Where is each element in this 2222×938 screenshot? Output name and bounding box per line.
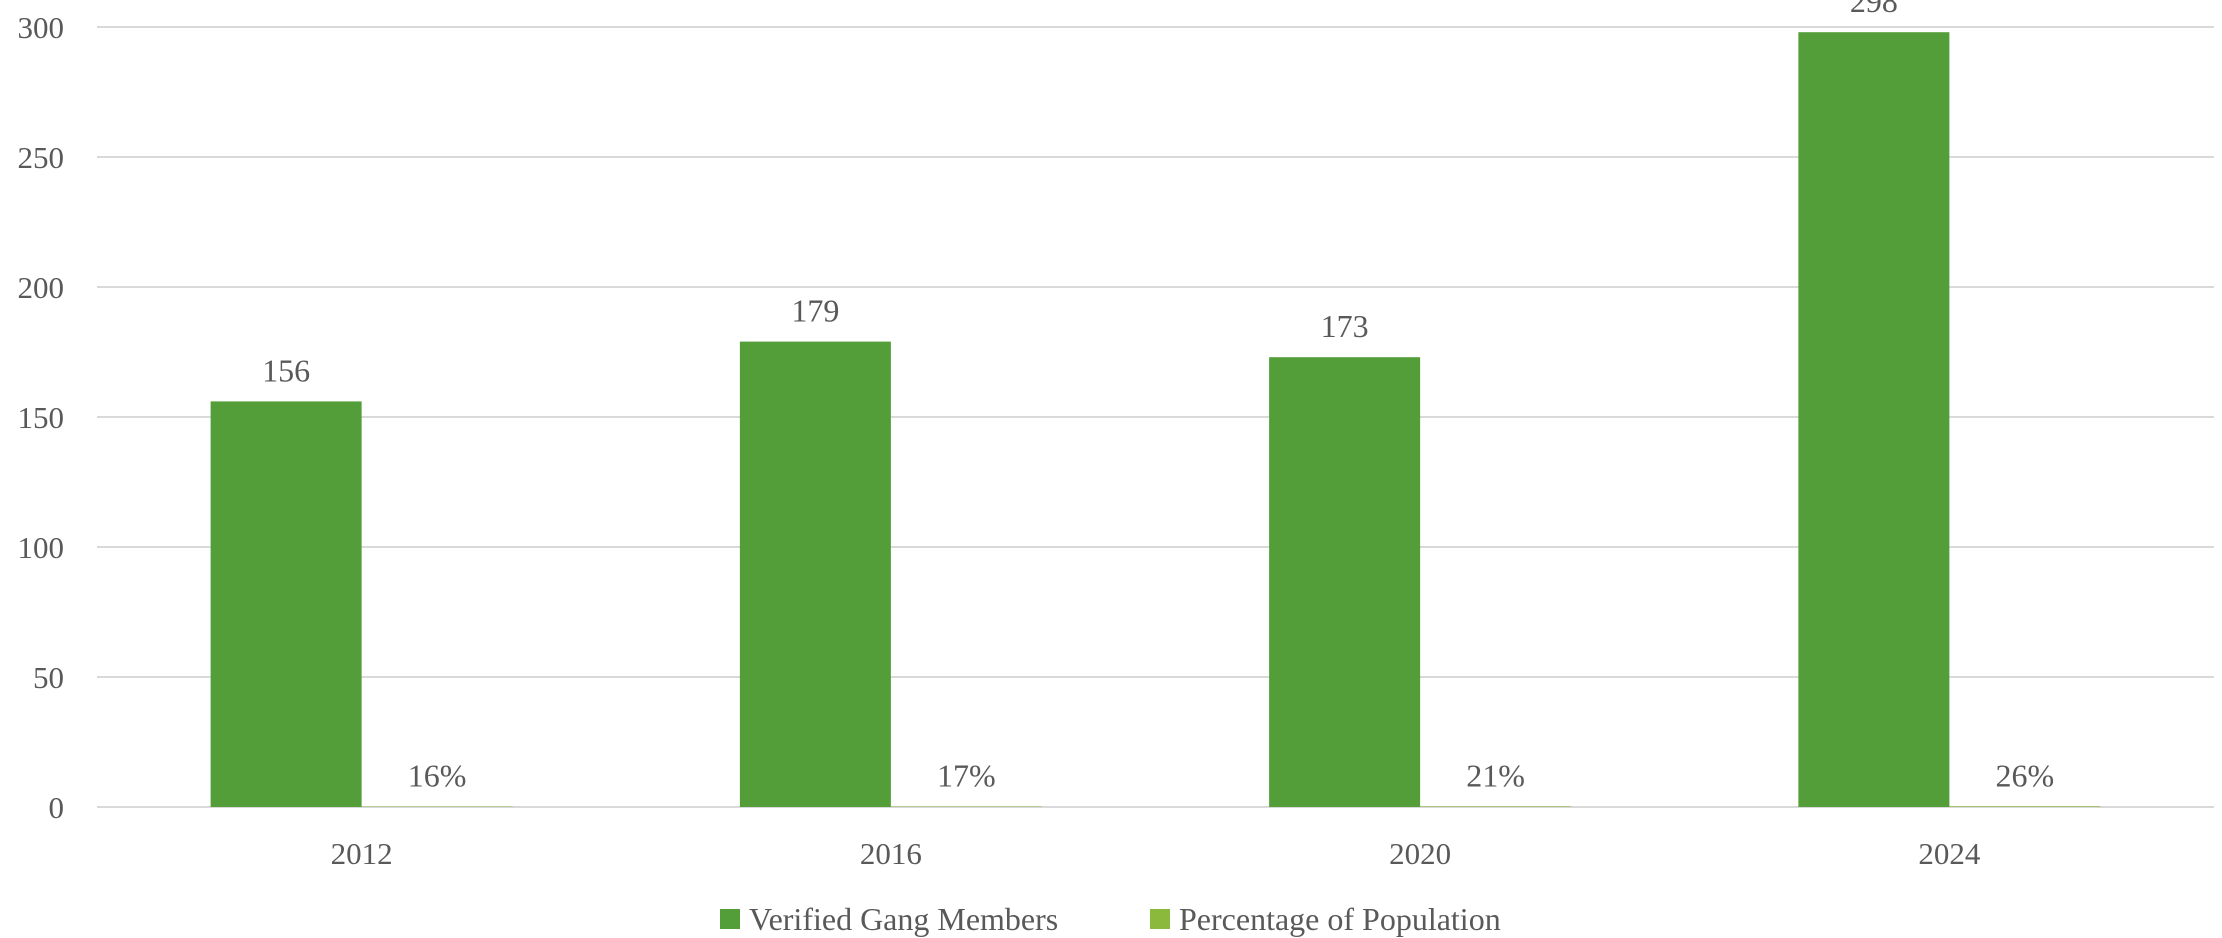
data-label-verified-gang-members-2012: 156 [262, 352, 310, 388]
x-tick-label-2020: 2020 [1389, 836, 1451, 871]
legend: Verified Gang Members Percentage of Popu… [720, 901, 1501, 937]
bar-verified-gang-members-2016 [739, 341, 891, 807]
y-axis-ticks: 0 50 100 150 200 250 300 [18, 10, 65, 825]
data-label-percentage-of-population-2024: 26% [1996, 757, 2055, 793]
data-label-percentage-of-population-2012: 16% [408, 758, 467, 794]
legend-swatch-percentage-of-population [1150, 909, 1170, 929]
x-axis-ticks: 2012 2016 2020 2024 [331, 836, 1981, 871]
bar-percentage-of-population-2024 [1949, 806, 2101, 807]
data-label-verified-gang-members-2020: 173 [1321, 308, 1369, 344]
data-label-percentage-of-population-2020: 21% [1466, 757, 1525, 793]
y-tick-label-200: 200 [18, 270, 65, 305]
bars: 156 16% 179 17% 173 21% 298 26% [210, 0, 2101, 807]
y-tick-label-250: 250 [18, 140, 65, 175]
y-tick-label-100: 100 [18, 530, 65, 565]
bar-verified-gang-members-2024 [1798, 32, 1950, 807]
y-tick-label-150: 150 [18, 400, 65, 435]
bar-verified-gang-members-2012 [210, 401, 362, 807]
legend-swatch-verified-gang-members [720, 909, 740, 929]
gridlines [97, 26, 2214, 808]
y-tick-label-0: 0 [49, 790, 65, 825]
bar-percentage-of-population-2020 [1420, 806, 1572, 807]
bar-verified-gang-members-2020 [1269, 357, 1421, 807]
y-tick-label-300: 300 [18, 10, 65, 45]
legend-label-percentage-of-population: Percentage of Population [1179, 901, 1501, 937]
data-label-verified-gang-members-2024: 298 [1850, 0, 1898, 19]
y-tick-label-50: 50 [33, 660, 64, 695]
data-label-percentage-of-population-2016: 17% [937, 758, 996, 794]
legend-label-verified-gang-members: Verified Gang Members [749, 901, 1058, 937]
x-tick-label-2024: 2024 [1918, 836, 1981, 871]
x-tick-label-2012: 2012 [331, 836, 393, 871]
data-label-verified-gang-members-2016: 179 [791, 293, 839, 329]
x-tick-label-2016: 2016 [860, 836, 922, 871]
